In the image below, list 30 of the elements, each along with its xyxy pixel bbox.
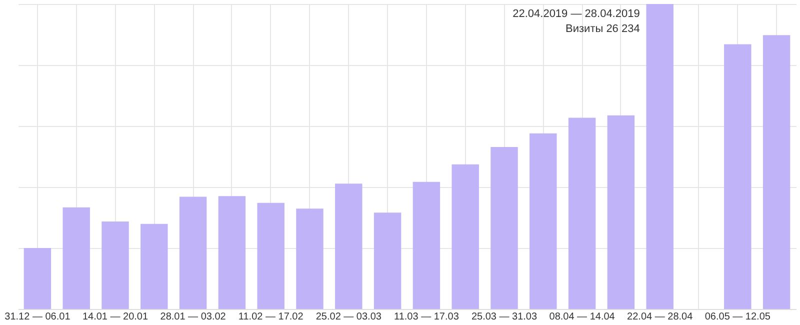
bar	[646, 4, 674, 309]
x-tick-label: 08.04 — 14.04	[549, 312, 616, 322]
bar	[257, 202, 284, 309]
bar	[179, 196, 207, 309]
bar	[335, 184, 362, 309]
x-tick-label: 28.01 — 03.02	[160, 312, 226, 322]
bar	[530, 133, 557, 309]
x-tick-label: 11.02 — 17.02	[238, 312, 304, 322]
bar	[452, 164, 479, 309]
x-tick-label: 25.02 — 03.03	[316, 312, 382, 322]
bar	[412, 182, 440, 309]
bar	[568, 118, 596, 309]
bar	[374, 212, 402, 309]
bar	[762, 35, 790, 309]
x-tick-label: 25.03 — 31.03	[471, 312, 538, 322]
x-tick-label: 22.04 — 28.04	[627, 312, 694, 322]
x-tick-label: 14.01 — 20.01	[82, 312, 148, 322]
bar	[490, 147, 518, 309]
bar	[724, 44, 752, 309]
bar	[62, 207, 90, 309]
bar	[140, 224, 168, 309]
bar	[218, 196, 246, 309]
bar	[607, 115, 635, 309]
x-tick-label: 31.12 — 06.01	[4, 312, 71, 322]
x-tick-label: 06.05 — 12.05	[704, 312, 771, 322]
bar	[102, 221, 129, 309]
bar	[24, 248, 52, 309]
bar	[296, 208, 324, 309]
x-tick-label: 11.03 — 17.03	[394, 312, 460, 322]
annotation: 22.04.2019 — 28.04.2019 Визиты 26 234	[512, 8, 640, 35]
